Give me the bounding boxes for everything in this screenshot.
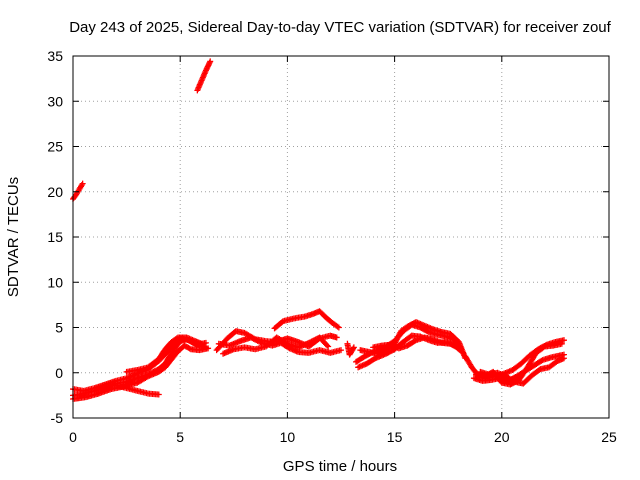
x-axis-label: GPS time / hours [283,458,397,475]
x-tick-label: 20 [494,429,510,445]
chart-title: Day 243 of 2025, Sidereal Day-to-day VTE… [69,19,611,36]
x-tick-label: 10 [280,429,296,445]
data-point [536,367,543,374]
data-point [186,345,193,352]
x-tick-label: 25 [601,429,617,445]
track-low-d [112,382,162,398]
y-tick-label: 20 [47,184,63,200]
track-steep-rise [194,58,214,94]
y-axis-label: SDTVAR / TECUs [5,177,22,297]
data-point [324,342,331,349]
data-point [325,343,332,350]
data-point [560,355,567,362]
data-point [207,58,214,65]
data-point [198,340,205,347]
data-point [338,347,344,354]
track-late-d [370,334,462,352]
track-low-b [70,335,209,394]
y-tick-label: 30 [47,93,63,109]
x-tick-label: 5 [176,429,184,445]
y-tick-label: 10 [47,274,63,290]
data-point [79,180,86,187]
track-mid-d [271,308,342,332]
data-point [173,335,180,342]
data-point [334,323,341,330]
data-point [560,337,567,344]
y-tick-label: 5 [55,320,63,336]
data-point [205,345,212,352]
data-points [70,58,567,402]
data-point [257,339,264,346]
data-point [155,391,162,398]
x-tick-label: 15 [387,429,403,445]
track-low-e [123,334,205,375]
track-tail-d [473,340,565,388]
data-point [335,324,342,331]
data-point [411,337,418,344]
track-tail-c [477,355,567,387]
data-point [283,339,290,346]
data-point [455,345,462,352]
data-point [558,340,565,347]
data-point [538,357,545,364]
track-mid-e [344,340,357,358]
track-mid-c [220,334,332,357]
y-tick-label: 15 [47,229,63,245]
data-point [202,339,209,346]
y-tick-label: 35 [47,48,63,64]
y-tick-label: 25 [47,139,63,155]
data-point [540,344,547,351]
y-tick-label: -5 [51,410,64,426]
x-tick-label: 0 [69,429,77,445]
data-point [333,334,340,341]
axis-ticks: 0 5 10 15 20 25 -5 0 5 10 15 20 25 30 35 [47,48,617,445]
data-point [350,344,357,351]
data-point [350,345,357,352]
track-low-c [70,342,212,402]
y-tick-label: 0 [55,365,63,381]
